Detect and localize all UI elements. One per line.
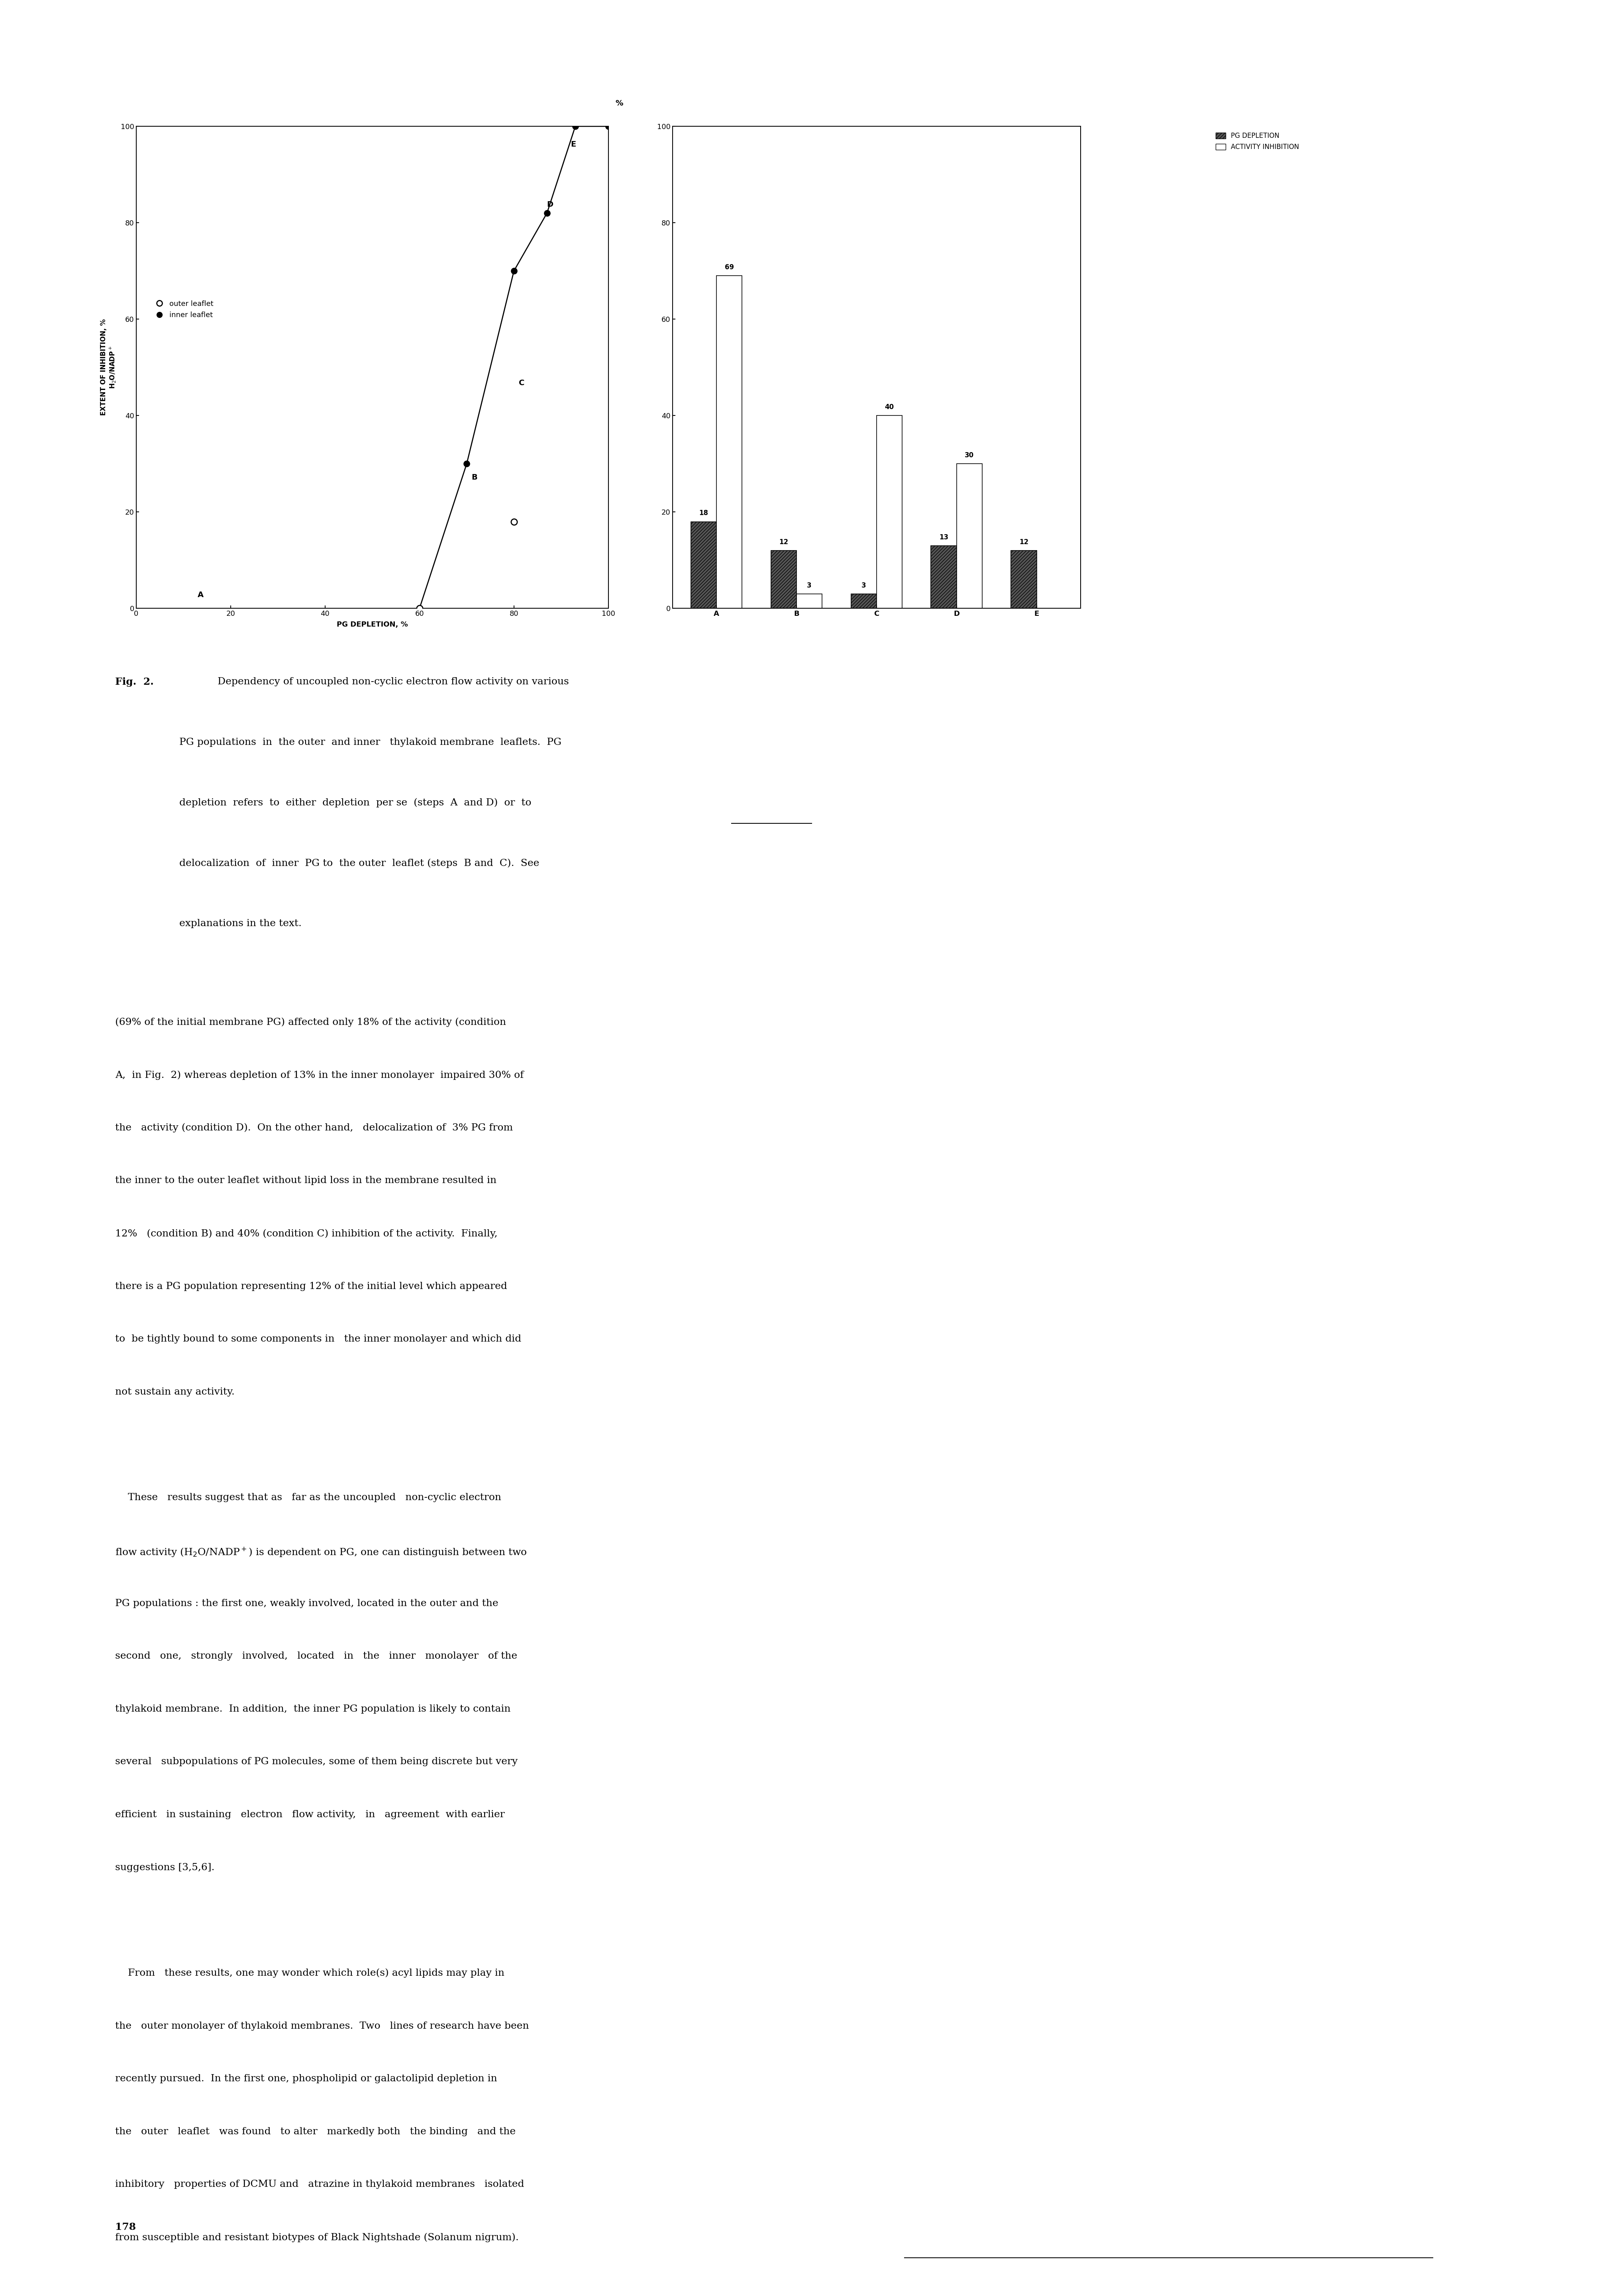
Text: A,  in Fig.  2) whereas depletion of 13% in the inner monolayer  impaired 30% of: A, in Fig. 2) whereas depletion of 13% i… xyxy=(115,1070,524,1079)
Text: 12%   (condition B) and 40% (condition C) inhibition of the activity.  Finally,: 12% (condition B) and 40% (condition C) … xyxy=(115,1228,498,1238)
Text: recently pursued.  In the first one, phospholipid or galactolipid depletion in: recently pursued. In the first one, phos… xyxy=(115,2073,498,2082)
Text: D: D xyxy=(548,200,554,209)
Legend: outer leaflet, inner leaflet: outer leaflet, inner leaflet xyxy=(149,296,216,321)
Text: flow activity (H$_2$O/NADP$^+$) is dependent on PG, one can distinguish between : flow activity (H$_2$O/NADP$^+$) is depen… xyxy=(115,1545,527,1559)
Text: C: C xyxy=(519,379,525,386)
Text: explanations in the text.: explanations in the text. xyxy=(179,918,301,928)
Text: (69% of the initial membrane PG) affected only 18% of the activity (condition: (69% of the initial membrane PG) affecte… xyxy=(115,1017,506,1026)
Text: 3: 3 xyxy=(861,581,866,590)
Text: thylakoid membrane.  In addition,  the inner PG population is likely to contain: thylakoid membrane. In addition, the inn… xyxy=(115,1704,511,1713)
Bar xyxy=(772,551,797,608)
Text: 18: 18 xyxy=(700,510,708,517)
Bar xyxy=(852,595,877,608)
Text: B: B xyxy=(471,473,477,480)
Text: the   outer   leaflet   was found   to alter   markedly both   the binding   and: the outer leaflet was found to alter mar… xyxy=(115,2126,516,2135)
Text: delocalization  of  inner  PG to  the outer  leaflet (steps  B and  C).  See: delocalization of inner PG to the outer … xyxy=(179,859,540,868)
Text: suggestions [3,5,6].: suggestions [3,5,6]. xyxy=(115,1862,215,1871)
Text: efficient   in sustaining   electron   flow activity,   in   agreement  with ear: efficient in sustaining electron flow ac… xyxy=(115,1809,504,1818)
Text: several   subpopulations of PG molecules, some of them being discrete but very: several subpopulations of PG molecules, … xyxy=(115,1756,517,1766)
Text: the   activity (condition D).  On the other hand,   delocalization of  3% PG fro: the activity (condition D). On the other… xyxy=(115,1123,512,1132)
Text: Fig.  2.: Fig. 2. xyxy=(115,677,154,687)
Text: there is a PG population representing 12% of the initial level which appeared: there is a PG population representing 12… xyxy=(115,1281,508,1290)
Text: depletion  refers  to  either  depletion  per se  (steps  A  and D)  or  to: depletion refers to either depletion per… xyxy=(179,799,532,808)
Text: 3: 3 xyxy=(807,581,812,590)
Text: E: E xyxy=(570,140,576,149)
Text: from susceptible and resistant biotypes of Black Nightshade (Solanum nigrum).: from susceptible and resistant biotypes … xyxy=(115,2232,519,2243)
Text: These   results suggest that as   far as the uncoupled   non-cyclic electron: These results suggest that as far as the… xyxy=(115,1492,501,1502)
Text: the   outer monolayer of thylakoid membranes.  Two   lines of research have been: the outer monolayer of thylakoid membran… xyxy=(115,2020,528,2030)
Text: 178: 178 xyxy=(115,2223,136,2232)
Bar xyxy=(717,276,743,608)
Text: 69: 69 xyxy=(725,264,733,271)
Text: 12: 12 xyxy=(1020,540,1028,546)
Bar xyxy=(932,546,957,608)
Text: the inner to the outer leaflet without lipid loss in the membrane resulted in: the inner to the outer leaflet without l… xyxy=(115,1176,496,1185)
Text: to  be tightly bound to some components in   the inner monolayer and which did: to be tightly bound to some components i… xyxy=(115,1334,522,1343)
Bar xyxy=(692,521,717,608)
Text: Dependency of uncoupled non-cyclic electron flow activity on various: Dependency of uncoupled non-cyclic elect… xyxy=(215,677,568,687)
Text: 12: 12 xyxy=(780,540,788,546)
Bar xyxy=(797,595,823,608)
Text: PG populations : the first one, weakly involved, located in the outer and the: PG populations : the first one, weakly i… xyxy=(115,1598,498,1607)
Text: second   one,   strongly   involved,   located   in   the   inner   monolayer   : second one, strongly involved, located i… xyxy=(115,1651,517,1660)
Text: %: % xyxy=(615,99,623,108)
Text: inhibitory   properties of DCMU and   atrazine in thylakoid membranes   isolated: inhibitory properties of DCMU and atrazi… xyxy=(115,2179,524,2188)
Text: 13: 13 xyxy=(940,533,948,542)
Text: From   these results, one may wonder which role(s) acyl lipids may play in: From these results, one may wonder which… xyxy=(115,1968,504,1977)
Text: 40: 40 xyxy=(885,404,893,411)
Legend: PG DEPLETION, ACTIVITY INHIBITION: PG DEPLETION, ACTIVITY INHIBITION xyxy=(1214,129,1302,154)
Text: PG populations  in  the outer  and inner   thylakoid membrane  leaflets.  PG: PG populations in the outer and inner th… xyxy=(179,737,562,746)
X-axis label: PG DEPLETION, %: PG DEPLETION, % xyxy=(336,620,408,629)
Text: not sustain any activity.: not sustain any activity. xyxy=(115,1387,235,1396)
Y-axis label: EXTENT OF INHIBITION, %
H$_2$O/NADP$^+$: EXTENT OF INHIBITION, % H$_2$O/NADP$^+$ xyxy=(99,319,117,416)
Bar xyxy=(1012,551,1037,608)
Text: 30: 30 xyxy=(965,452,973,459)
Text: A: A xyxy=(197,592,203,599)
Bar xyxy=(877,416,903,608)
Bar xyxy=(957,464,983,608)
